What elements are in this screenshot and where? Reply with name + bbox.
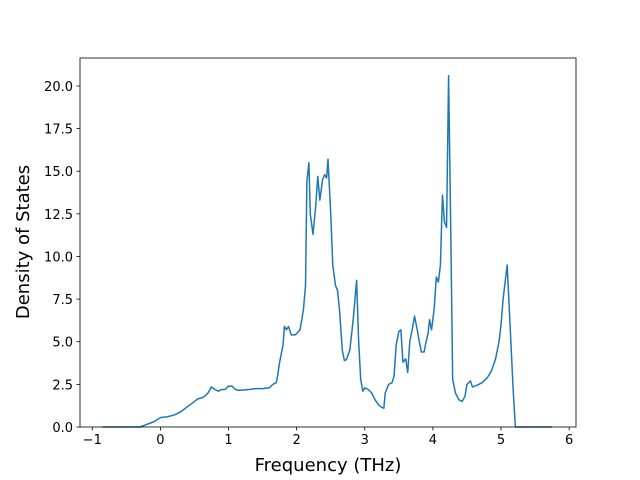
y-tick-label: 7.5 [52, 293, 73, 308]
y-tick-label: 10.0 [44, 250, 73, 265]
x-tick-label: 4 [429, 433, 437, 448]
y-tick-label: 17.5 [44, 123, 73, 138]
x-tick-label: 2 [293, 433, 301, 448]
x-tick-label: 0 [156, 433, 164, 448]
x-tick-label: 5 [497, 433, 505, 448]
line-series [102, 74, 553, 428]
y-tick-label: 12.5 [44, 208, 73, 223]
plot-frame [79, 57, 577, 428]
y-tick-label: 20.0 [44, 80, 73, 95]
x-tick-label: 3 [361, 433, 369, 448]
y-tick-label: 2.5 [52, 378, 73, 393]
x-axis-label: Frequency (THz) [255, 455, 402, 476]
y-tick-label: 15.0 [44, 165, 73, 180]
y-tick-label: 0.0 [52, 421, 73, 436]
y-tick-label: 5.0 [52, 336, 73, 351]
x-tick-label: 6 [565, 433, 573, 448]
x-tick-label: −1 [83, 433, 102, 448]
y-axis-label: Density of States [13, 165, 34, 319]
x-tick-label: 1 [224, 433, 232, 448]
